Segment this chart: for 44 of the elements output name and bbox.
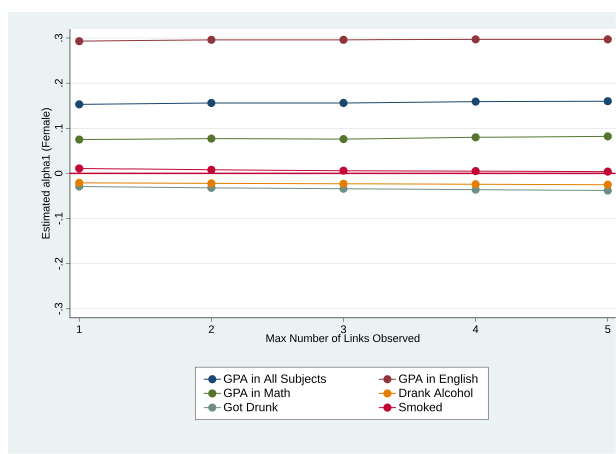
point [604, 168, 612, 176]
y-tick-label: .2 [54, 79, 62, 87]
point [75, 164, 84, 173]
legend-label: GPA in English [399, 374, 478, 386]
x-axis-title: Max Number of Links Observed [266, 334, 420, 342]
x-tick-label: 5 [605, 325, 610, 334]
y-tick-label: -.3 [54, 302, 62, 315]
y-axis-title: Estimated alpha1 (Female) [42, 108, 52, 239]
point [75, 37, 84, 46]
point [207, 134, 216, 143]
point [339, 166, 348, 175]
legend-label: GPA in Math [224, 388, 290, 398]
y-tick-label: -.2 [54, 258, 62, 270]
point [75, 178, 84, 188]
point [339, 180, 348, 188]
point [207, 99, 216, 108]
point [472, 133, 480, 142]
point [472, 167, 480, 176]
y-tick-label: 0 [54, 170, 62, 176]
x-tick-label: 3 [340, 325, 346, 334]
legend-label: GPA in All Subjects [224, 374, 326, 386]
point [604, 97, 612, 106]
point [207, 36, 216, 44]
point [339, 99, 348, 108]
point [604, 132, 612, 141]
point [604, 180, 612, 189]
point [339, 135, 348, 144]
point [75, 100, 84, 109]
legend-label: Got Drunk [224, 402, 278, 412]
point [604, 35, 612, 44]
point [472, 98, 480, 106]
point [472, 35, 480, 44]
point [75, 136, 84, 144]
x-tick-label: 4 [472, 325, 478, 334]
x-tick-label: 2 [208, 325, 214, 334]
point [207, 179, 216, 188]
y-tick-label: .1 [54, 124, 62, 132]
y-tick-label: .3 [54, 34, 62, 42]
y-tick-label: -.1 [54, 212, 62, 225]
point [472, 180, 480, 188]
legend-label: Drank Alcohol [399, 388, 472, 398]
x-tick-label: 1 [76, 325, 82, 334]
legend-label: Smoked [399, 402, 442, 412]
point [339, 36, 348, 44]
